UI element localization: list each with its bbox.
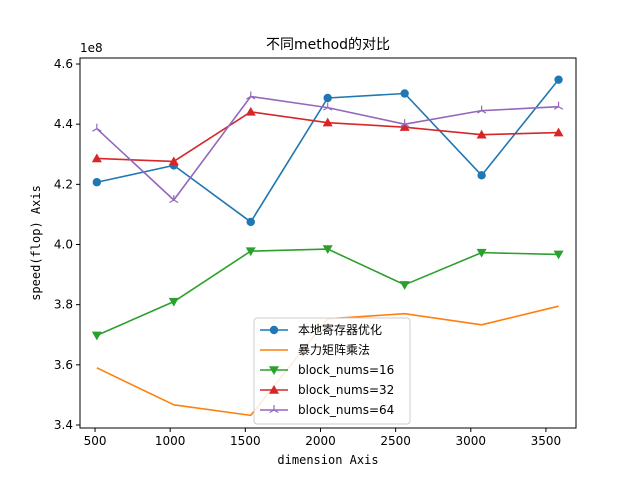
data-point	[476, 248, 487, 258]
legend-label: 暴力矩阵乘法	[298, 343, 370, 357]
legend-marker	[269, 325, 279, 335]
series-3	[91, 245, 564, 341]
legend-marker	[269, 405, 279, 414]
legend-item: block_nums=32	[260, 383, 394, 397]
data-point	[476, 105, 487, 114]
y-tick-label: 3.4	[54, 418, 73, 432]
data-point	[553, 250, 564, 260]
legend-item: block_nums=16	[260, 363, 394, 377]
y-tick-label: 4.6	[54, 57, 73, 71]
legend-label: block_nums=64	[298, 403, 394, 417]
legend-label: 本地寄存器优化	[298, 322, 382, 337]
legend-item: 本地寄存器优化	[260, 322, 382, 337]
y-axis-offset-label: 1e8	[80, 41, 103, 55]
data-point	[323, 93, 332, 103]
legend-label: block_nums=32	[298, 383, 394, 397]
x-tick-label: 3500	[531, 434, 562, 448]
data-point	[553, 101, 564, 110]
legend-box	[253, 317, 411, 425]
data-point	[400, 119, 410, 128]
y-tick-label: 4.0	[54, 238, 73, 252]
legend-marker	[269, 366, 279, 375]
x-tick-label: 2500	[380, 434, 411, 448]
data-point	[245, 106, 256, 116]
series-1	[92, 75, 563, 227]
data-point	[91, 153, 102, 163]
legend-item: block_nums=64	[260, 403, 394, 417]
legend-label: block_nums=16	[298, 363, 394, 377]
data-point	[246, 217, 255, 227]
x-tick-label: 1000	[155, 434, 186, 448]
plot-area-frame	[79, 57, 577, 429]
data-point	[322, 117, 333, 127]
data-point	[246, 91, 256, 100]
data-point	[92, 178, 102, 187]
data-point	[168, 297, 179, 307]
legend-item: 暴力矩阵乘法	[260, 343, 370, 357]
x-tick-label: 1500	[230, 434, 261, 448]
x-tick-label: 2000	[305, 434, 336, 448]
chart-title: 不同method的对比	[266, 37, 390, 53]
data-point	[554, 75, 563, 84]
series-line	[96, 95, 559, 201]
data-point	[553, 127, 564, 137]
data-point	[323, 102, 333, 111]
y-tick-label: 4.2	[54, 177, 73, 191]
y-axis-label: speed(flop) Axis	[29, 185, 43, 301]
data-point	[399, 281, 410, 290]
data-point	[91, 331, 102, 341]
series-5	[92, 91, 564, 204]
legend-marker	[269, 385, 279, 394]
y-tick-label: 3.6	[54, 358, 73, 372]
data-point	[400, 89, 409, 98]
data-point	[245, 247, 256, 257]
x-axis-label: dimension Axis	[277, 453, 378, 467]
y-tick-label: 4.4	[54, 117, 73, 131]
y-tick-label: 3.8	[54, 298, 73, 312]
series-4	[91, 106, 564, 166]
y-axis: 3.4 3.6 3.8 4.0 4.2 4.4 4.6	[54, 57, 80, 432]
data-point	[477, 171, 486, 180]
x-tick-label: 3000	[456, 434, 487, 448]
data-point	[92, 123, 102, 132]
x-axis: 500 1000 1500 2000 2500 3000 3500	[84, 428, 562, 448]
data-point	[322, 245, 333, 255]
data-point	[169, 194, 179, 204]
data-point	[476, 129, 487, 139]
data-point	[399, 122, 410, 131]
data-point	[168, 156, 179, 166]
x-tick-label: 500	[84, 434, 107, 448]
